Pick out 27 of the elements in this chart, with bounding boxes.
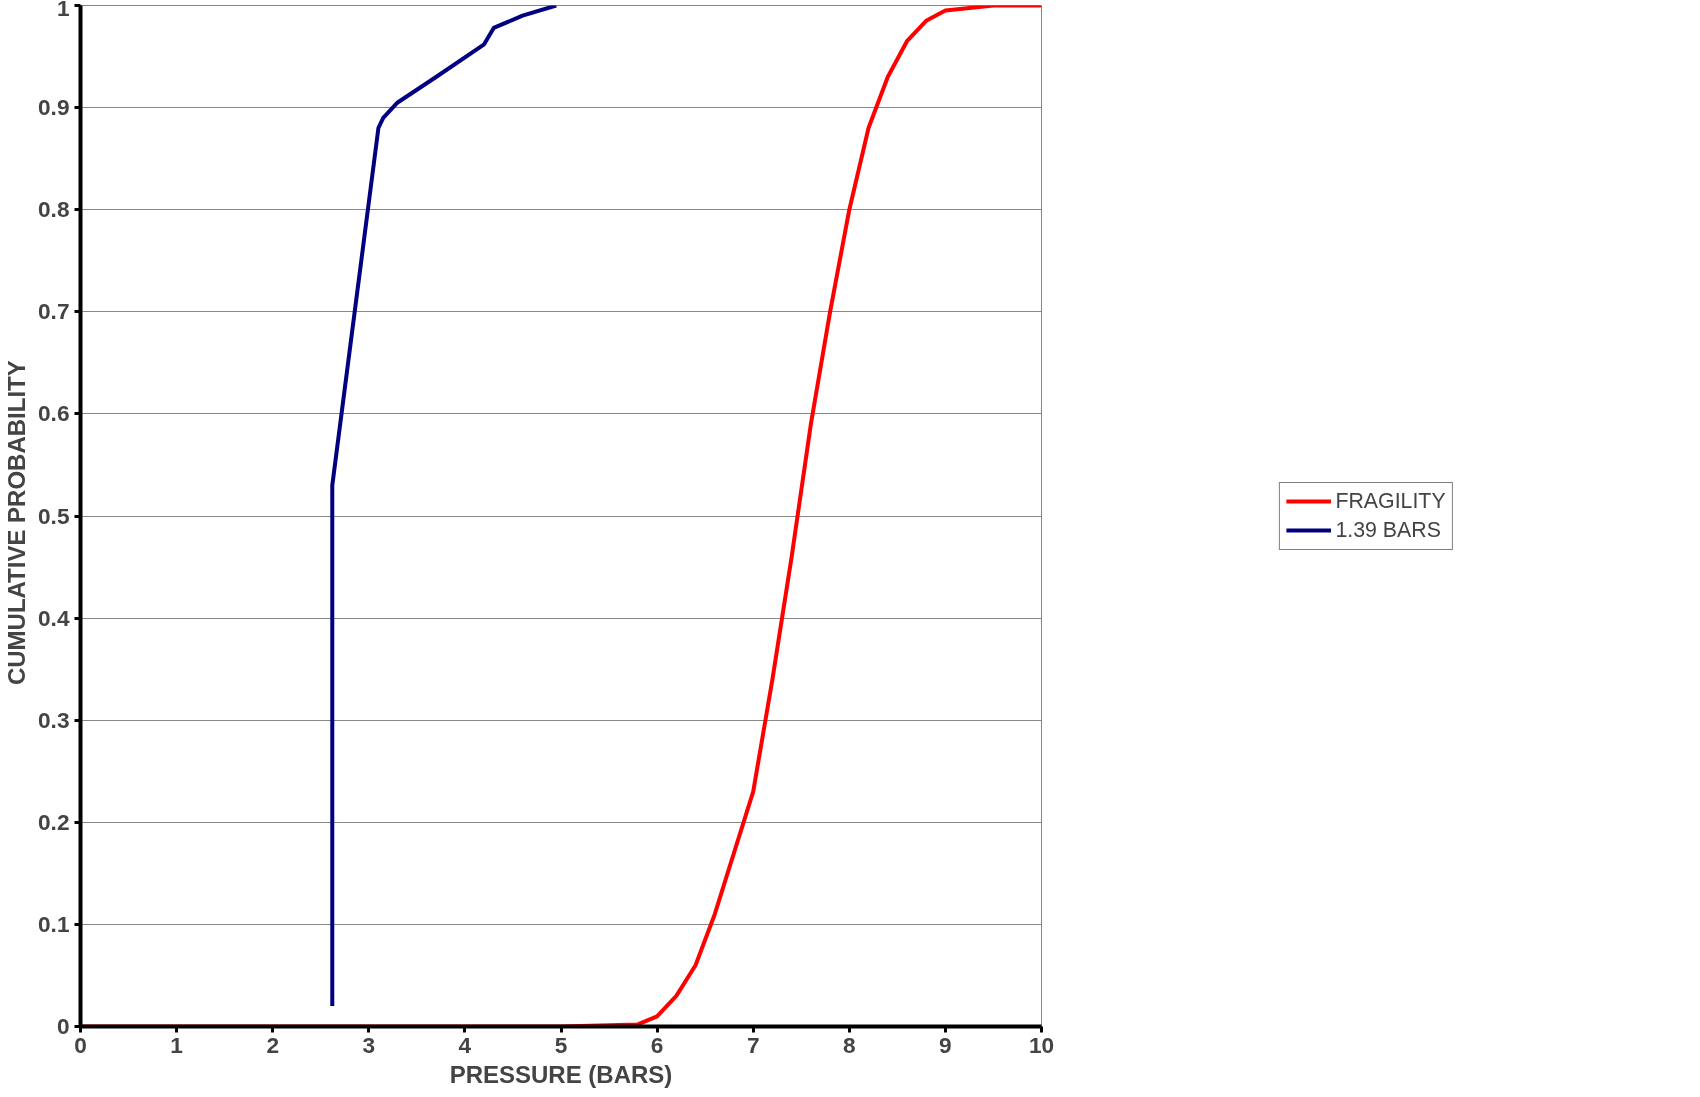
y-tick-label: 0.5 [38, 502, 70, 529]
x-tick-label: 0 [74, 1031, 87, 1058]
x-tick-label: 3 [362, 1031, 376, 1058]
y-tick-label: 0.2 [38, 808, 70, 835]
y-tick-label: 0 [56, 1013, 70, 1039]
x-tick-label: 4 [458, 1031, 472, 1058]
x-tick-label: 9 [939, 1031, 952, 1058]
x-tick-label: 8 [843, 1031, 856, 1058]
y-tick-label: 0.8 [38, 196, 70, 223]
x-tick-label: 10 [1028, 1031, 1055, 1058]
x-axis-title: PRESSURE (BARS) [449, 1060, 673, 1088]
x-tick-label: 5 [554, 1031, 568, 1058]
x-tick-label: 6 [650, 1031, 664, 1058]
x-tick-label: 1 [170, 1031, 183, 1058]
y-axis-title: CUMULATIVE PROBABILITY [3, 360, 30, 686]
legend-label: FRAGILITY [1335, 488, 1446, 514]
y-tick-label: 0.3 [38, 706, 70, 733]
y-tick-label: 0.6 [38, 400, 70, 427]
x-tick-label: 2 [266, 1031, 280, 1058]
y-tick-label: 0.9 [38, 94, 70, 121]
x-tick-label: 7 [746, 1031, 760, 1058]
y-tick-label: 0.4 [38, 604, 70, 631]
line-series [330, 5, 559, 1009]
y-tick-label: 0.7 [38, 298, 70, 325]
y-tick-label: 1 [56, 0, 70, 21]
legend-label: 1.39 BARS [1335, 517, 1441, 543]
y-tick-label: 0.1 [38, 910, 70, 937]
